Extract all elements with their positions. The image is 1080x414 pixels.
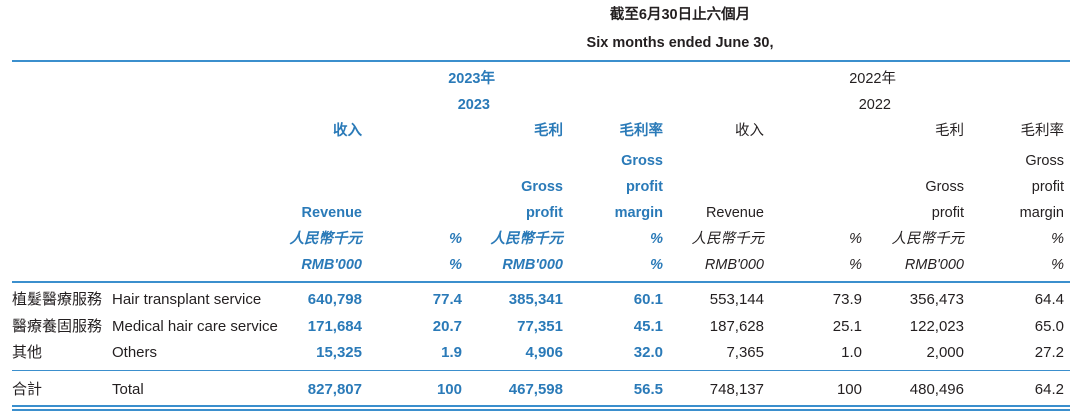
total-revenue-2022: 748,137 [709, 381, 764, 398]
cell-revenue-2022: 553,144 [709, 291, 764, 308]
cell-revenue-2022: 7,365 [726, 344, 764, 361]
col-gp-en2-2022: profit [931, 205, 964, 221]
col-revenue-en-2023: Revenue [301, 205, 362, 221]
cell-gpm-2022: 27.2 [1034, 344, 1064, 361]
cell-gp-2023: 4,906 [525, 344, 563, 361]
cell-pct-2023: 1.9 [441, 344, 462, 361]
col-revenue-zh-2023: 收入 [333, 123, 362, 139]
col-pct-en-2023: % [449, 257, 462, 273]
col-gpm-en3-2022: margin [1019, 205, 1064, 221]
row-label-en: Medical hair care service [112, 318, 278, 335]
cell-gpm-2022: 65.0 [1034, 318, 1064, 335]
cell-gp-2022: 356,473 [909, 291, 964, 308]
col-gpm-pct-en-2022: % [1051, 257, 1064, 273]
subtotal-rule [12, 370, 1070, 371]
cell-pct-2023: 77.4 [432, 291, 462, 308]
cell-gp-2023: 77,351 [517, 318, 563, 335]
cell-revenue-2023: 15,325 [316, 344, 362, 361]
col-gp-en2-2023: profit [525, 205, 563, 221]
col-gp-unit-zh-2022: 人民幣千元 [891, 231, 965, 247]
col-revenue-unit-zh-2023: 人民幣千元 [289, 231, 363, 247]
col-gp-zh-2023: 毛利 [534, 123, 563, 139]
total-gp-2022: 480,496 [909, 381, 964, 398]
col-gpm-en1-2022: Gross [1025, 153, 1064, 169]
bottom-rule-1 [12, 405, 1070, 407]
col-gpm-en1-2023: Gross [621, 153, 663, 169]
year-2022-en: 2022 [858, 97, 891, 113]
col-gp-en1-2022: Gross [925, 179, 964, 195]
col-gp-zh-2022: 毛利 [935, 123, 964, 139]
col-gp-unit-en-2022: RMB'000 [904, 257, 964, 273]
cell-revenue-2023: 171,684 [307, 318, 362, 335]
cell-pct-2023: 20.7 [432, 318, 462, 335]
col-gpm-zh-2023: 毛利率 [619, 123, 664, 139]
cell-pct-2022: 1.0 [841, 344, 862, 361]
col-gpm-zh-2022: 毛利率 [1020, 123, 1065, 139]
year-2023-zh: 2023年 [448, 71, 495, 87]
cell-gp-2022: 2,000 [926, 344, 964, 361]
period-heading-en: Six months ended June 30, [586, 35, 774, 51]
row-label-zh: 植髮醫療服務 [12, 291, 103, 308]
total-label-zh: 合計 [12, 381, 43, 398]
top-rule [12, 60, 1070, 62]
row-label-zh: 醫療養固服務 [12, 318, 103, 335]
col-gp-unit-en-2023: RMB'000 [502, 257, 563, 273]
col-gpm-en2-2023: profit [625, 179, 663, 195]
total-pct-2022: 100 [836, 381, 862, 398]
cell-gpm-2023: 32.0 [633, 344, 663, 361]
col-revenue-en-2022: Revenue [705, 205, 764, 221]
col-gpm-pct-zh-2023: % [650, 231, 663, 247]
col-revenue-unit-zh-2022: 人民幣千元 [691, 231, 765, 247]
cell-gp-2023: 385,341 [508, 291, 563, 308]
cell-gpm-2023: 60.1 [633, 291, 663, 308]
col-gpm-en3-2023: margin [614, 205, 663, 221]
row-label-zh: 其他 [12, 344, 43, 361]
total-gpm-2023: 56.5 [633, 381, 663, 398]
col-revenue-unit-en-2023: RMB'000 [301, 257, 362, 273]
row-label-en: Others [112, 344, 158, 361]
col-gpm-en2-2022: profit [1031, 179, 1064, 195]
cell-revenue-2022: 187,628 [709, 318, 764, 335]
col-gp-en1-2023: Gross [521, 179, 563, 195]
col-pct-zh-2022: % [849, 231, 862, 247]
col-pct-en-2022: % [849, 257, 862, 273]
cell-gpm-2023: 45.1 [633, 318, 663, 335]
total-gp-2023: 467,598 [508, 381, 563, 398]
year-2023-en: 2023 [457, 97, 490, 113]
total-gpm-2022: 64.2 [1034, 381, 1064, 398]
cell-gp-2022: 122,023 [909, 318, 964, 335]
col-gpm-pct-zh-2022: % [1051, 231, 1064, 247]
cell-gpm-2022: 64.4 [1034, 291, 1064, 308]
cell-revenue-2023: 640,798 [307, 291, 362, 308]
period-heading-zh: 截至6月30日止六個月 [609, 7, 751, 23]
col-revenue-unit-en-2022: RMB'000 [704, 257, 764, 273]
col-gp-unit-zh-2023: 人民幣千元 [490, 231, 564, 247]
col-gpm-pct-en-2023: % [650, 257, 663, 273]
bottom-rule-2 [12, 409, 1070, 411]
row-label-en: Hair transplant service [112, 291, 262, 308]
header-rule [12, 281, 1070, 283]
col-pct-zh-2023: % [449, 231, 462, 247]
total-pct-2023: 100 [436, 381, 462, 398]
year-2022-zh: 2022年 [849, 71, 896, 87]
col-revenue-zh-2022: 收入 [735, 123, 764, 139]
cell-pct-2022: 73.9 [832, 291, 862, 308]
total-revenue-2023: 827,807 [307, 381, 362, 398]
cell-pct-2022: 25.1 [832, 318, 862, 335]
total-label-en: Total [112, 381, 144, 398]
